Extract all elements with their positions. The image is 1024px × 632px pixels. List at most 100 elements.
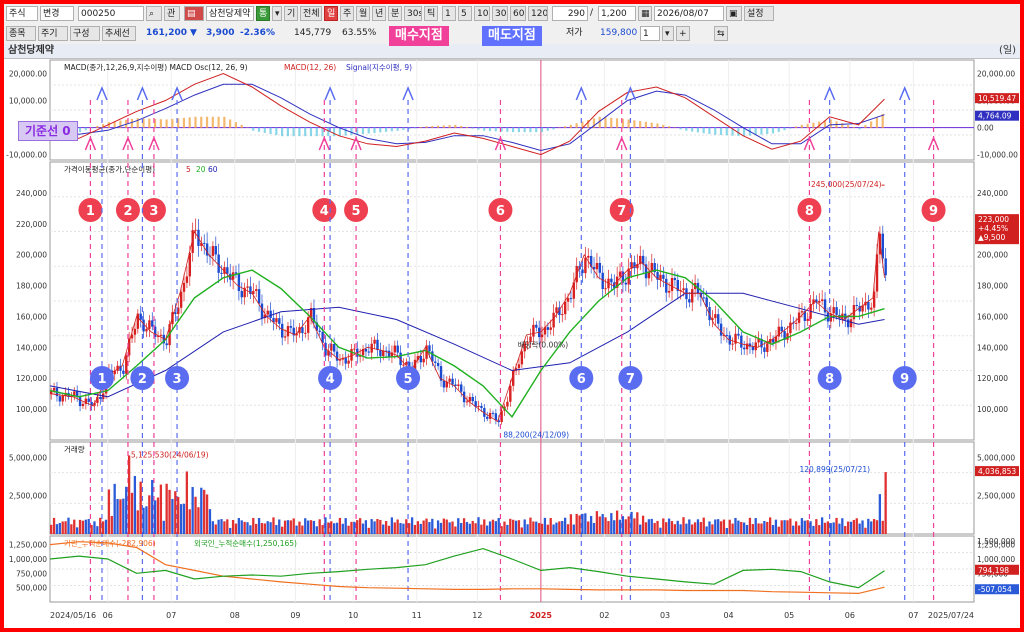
candle-body [243,287,246,298]
refresh-icon[interactable]: ⇆ [714,26,728,41]
volume-bar [555,522,558,534]
period-btn-3[interactable]: 주 [340,6,354,21]
period-btn-8[interactable]: 틱 [424,6,438,21]
candle-body [122,370,125,374]
related-button[interactable]: 관 [164,6,180,21]
interval-btn-2[interactable]: 10 [474,6,490,21]
candle-body [364,348,368,352]
buy-point-marker [488,198,513,222]
type-button[interactable]: 통 [256,6,270,21]
signal-last-value: 4,764.09 [978,112,1012,121]
volume-bar [835,517,838,534]
y-tick-left: 140,000 [16,343,47,352]
volume-bar [151,479,154,534]
volume-bar [127,455,131,534]
calendar-icon[interactable]: ▦ [638,6,652,21]
add-chart-icon[interactable]: + [676,26,690,41]
period-btn-1[interactable]: 전체 [300,6,322,21]
settings-button[interactable]: 설정 [744,6,774,21]
volume-bar [162,520,165,534]
period-btn-7[interactable]: 30s [404,6,422,21]
macd-osc-bar [436,125,440,129]
date-input[interactable]: 2026/08/07 [654,6,724,21]
period-btn-0[interactable]: 기 [284,6,298,21]
volume-bar [615,510,619,534]
volume-bar [517,520,521,534]
volume-bar [75,527,79,534]
row2-btn-2[interactable]: 구성 [70,26,100,41]
volume-bar [439,522,443,534]
macd-osc-bar [639,121,642,129]
candle-body [179,291,183,308]
stock-code-input[interactable]: 000250 [78,6,144,21]
volume-bar [78,519,82,534]
buy-point-label: 9 [929,204,938,219]
volume-bar [584,513,587,534]
interval-btn-3[interactable]: 30 [492,6,508,21]
macd-osc-bar [656,123,659,129]
volume-bar [315,526,318,534]
volume-bar [792,525,795,534]
count-separator: / [590,8,594,18]
period-btn-4[interactable]: 월 [356,6,370,21]
candle-body [589,255,593,267]
macd-osc-bar [592,118,596,129]
candle-body [549,327,552,330]
candle-body [295,333,298,336]
candle-body [494,413,498,421]
candle-body [148,320,151,329]
volume-bar [872,518,876,534]
chevron-down-icon[interactable]: ▾ [662,26,674,41]
volume-bar [627,516,630,534]
volume-bar [448,522,451,534]
y-tick-right: 5,000,000 [977,453,1015,462]
candle-body [639,255,642,265]
candle-body [849,319,853,328]
market-type-select[interactable]: 주식 [6,6,38,21]
interval-btn-5[interactable]: 120 [528,6,548,21]
y-tick-left: 200,000 [16,251,47,260]
volume-bar [641,515,645,534]
interval-btn-0[interactable]: 1 [442,6,456,21]
macd-osc-bar [304,127,307,137]
period-btn-2[interactable]: 일 [324,6,338,21]
candle-body [257,289,261,304]
period-btn-5[interactable]: 년 [372,6,386,21]
macd-osc-bar [673,127,676,129]
count-input[interactable]: 290 [552,6,588,21]
volume-bar [789,518,792,534]
interval-btn-4[interactable]: 60 [510,6,526,21]
volume-bar [693,522,697,534]
chart-count-select[interactable]: 1 [640,26,660,41]
row2-btn-0[interactable]: 종목 [6,26,36,41]
row2-btn-1[interactable]: 주기 [38,26,68,41]
candle-body [483,408,486,417]
candle-body [627,268,630,285]
volume-bar [815,519,818,534]
candle-body [621,271,625,283]
change-mode-select[interactable]: 변경 [40,6,74,21]
interval-btn-1[interactable]: 5 [458,6,472,21]
volume-bar [188,509,191,534]
volume-bar [240,520,243,534]
volume-bar [864,527,867,534]
sell-point-label: 9 [900,372,909,387]
volume-bar [96,526,99,534]
volume-bar [754,518,757,534]
volume-ratio: 63.55% [342,28,377,38]
y-tick-left: 20,000.00 [9,70,47,79]
save-icon[interactable]: ▣ [726,6,742,21]
chevron-down-icon[interactable]: ▾ [272,6,282,21]
candle-body [448,378,451,382]
y-tick-right: -10,000.00 [977,151,1018,160]
period-btn-6[interactable]: 분 [388,6,402,21]
macd-osc-bar [581,121,584,129]
volume-bar [182,503,186,534]
search-icon[interactable]: ⌕ [146,6,162,21]
volume-bar [846,521,850,534]
volume-bar [659,527,662,534]
row2-btn-3[interactable]: 추세선 [102,26,136,41]
volume-bar [621,516,625,534]
total-input[interactable]: 1,200 [598,6,636,21]
volume-bar [275,525,278,534]
